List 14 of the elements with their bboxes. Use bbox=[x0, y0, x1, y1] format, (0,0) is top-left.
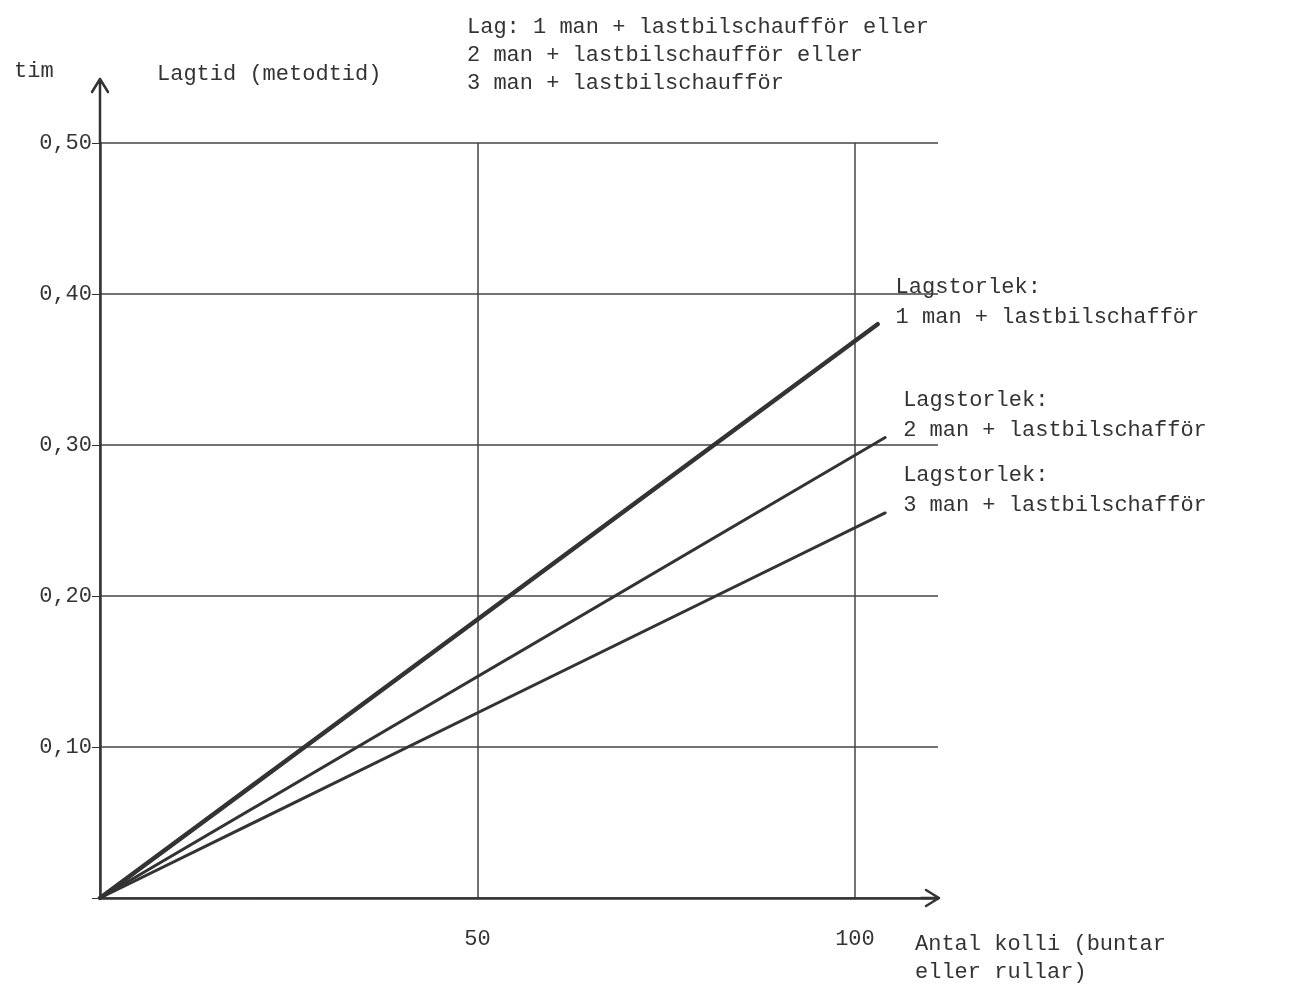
y-tick-label: 0,50 bbox=[39, 130, 92, 156]
series-label: Lagstorlek: 2 man + lastbilschafför bbox=[903, 387, 1207, 443]
chart-subtitle: Lag: 1 man + lastbilschaufför eller 2 man + lastbilschaufför eller 3 man + lastbilschaufför bbox=[467, 14, 930, 96]
x-tick-label: 50 bbox=[464, 926, 491, 952]
x-axis-title: Antal kolli (buntar eller rullar) bbox=[915, 931, 1166, 985]
y-tick-label: 0,20 bbox=[39, 583, 92, 609]
y-tick-label: 0,40 bbox=[39, 281, 92, 307]
series-label: Lagstorlek: 1 man + lastbilschafför bbox=[895, 274, 1200, 330]
y-tick-label: 0,30 bbox=[39, 432, 92, 458]
series-label: Lagstorlek: 3 man + lastbilschafför bbox=[903, 463, 1207, 519]
chart-title: Lagtid (metodtid) bbox=[157, 61, 382, 87]
y-tick-label: 0,10 bbox=[39, 734, 92, 760]
x-tick-label: 100 bbox=[835, 926, 875, 952]
y-axis-title: tim bbox=[14, 58, 54, 84]
